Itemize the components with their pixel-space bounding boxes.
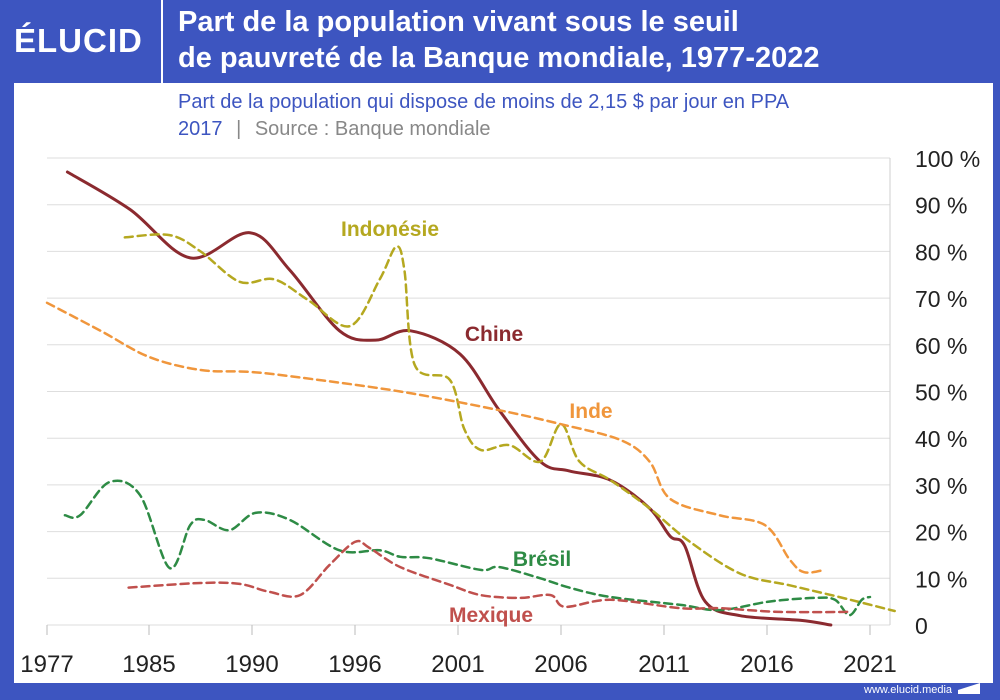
x-tick-label: 2011: [638, 651, 690, 678]
x-tick-label: 2016: [740, 651, 793, 678]
elucid-logo: ÉLUCID: [14, 22, 143, 59]
chart-subtitle-line2: 2017 | Source : Banque mondiale: [178, 118, 491, 141]
series-line-inde: [45, 301, 826, 574]
series-label: Mexique: [449, 604, 533, 627]
y-tick-label: 30 %: [915, 473, 967, 499]
x-tick-label: 1996: [328, 651, 381, 678]
y-tick-label: 10 %: [915, 566, 967, 592]
footer-url[interactable]: www.elucid.media: [864, 684, 953, 696]
chart-panel: [14, 83, 993, 683]
x-tick-label: 2021: [843, 651, 896, 678]
y-tick-label: 100 %: [915, 146, 980, 172]
chart-title-line1: Part de la population vivant sous le seu…: [178, 6, 739, 38]
y-tick-label: 90 %: [915, 193, 967, 219]
y-tick-label: 0: [915, 613, 928, 639]
series-label: Chine: [465, 323, 523, 346]
series-line-bresil: [63, 479, 872, 617]
subtitle-separator: |: [236, 118, 242, 140]
elucid-flag-icon: [958, 683, 980, 694]
x-tick-label: 2001: [431, 651, 484, 678]
header-divider: [161, 0, 163, 83]
chart-source: Source : Banque mondiale: [254, 118, 491, 140]
subtitle-year: 2017: [178, 118, 223, 140]
y-tick-label: 60 %: [915, 333, 967, 359]
series-label: Brésil: [513, 548, 571, 571]
y-tick-label: 40 %: [915, 426, 967, 452]
series-label: Indonésie: [341, 218, 439, 241]
y-tick-label: 20 %: [915, 520, 967, 546]
series-line-chine: [65, 170, 833, 627]
y-tick-label: 50 %: [915, 380, 967, 406]
y-tick-label: 70 %: [915, 286, 967, 312]
x-tick-label: 2006: [534, 651, 587, 678]
chart-title-line2: de pauvreté de la Banque mondiale, 1977-…: [178, 42, 820, 74]
chart-subtitle: Part de la population qui dispose de moi…: [178, 91, 790, 113]
series-label: Inde: [569, 400, 612, 423]
x-tick-label: 1990: [225, 651, 278, 678]
series-line-mexique: [127, 539, 851, 614]
x-tick-label: 1977: [20, 651, 73, 678]
x-tick-label: 1985: [122, 651, 175, 678]
y-tick-label: 80 %: [915, 239, 967, 265]
series-line-indonesie: [123, 233, 896, 613]
